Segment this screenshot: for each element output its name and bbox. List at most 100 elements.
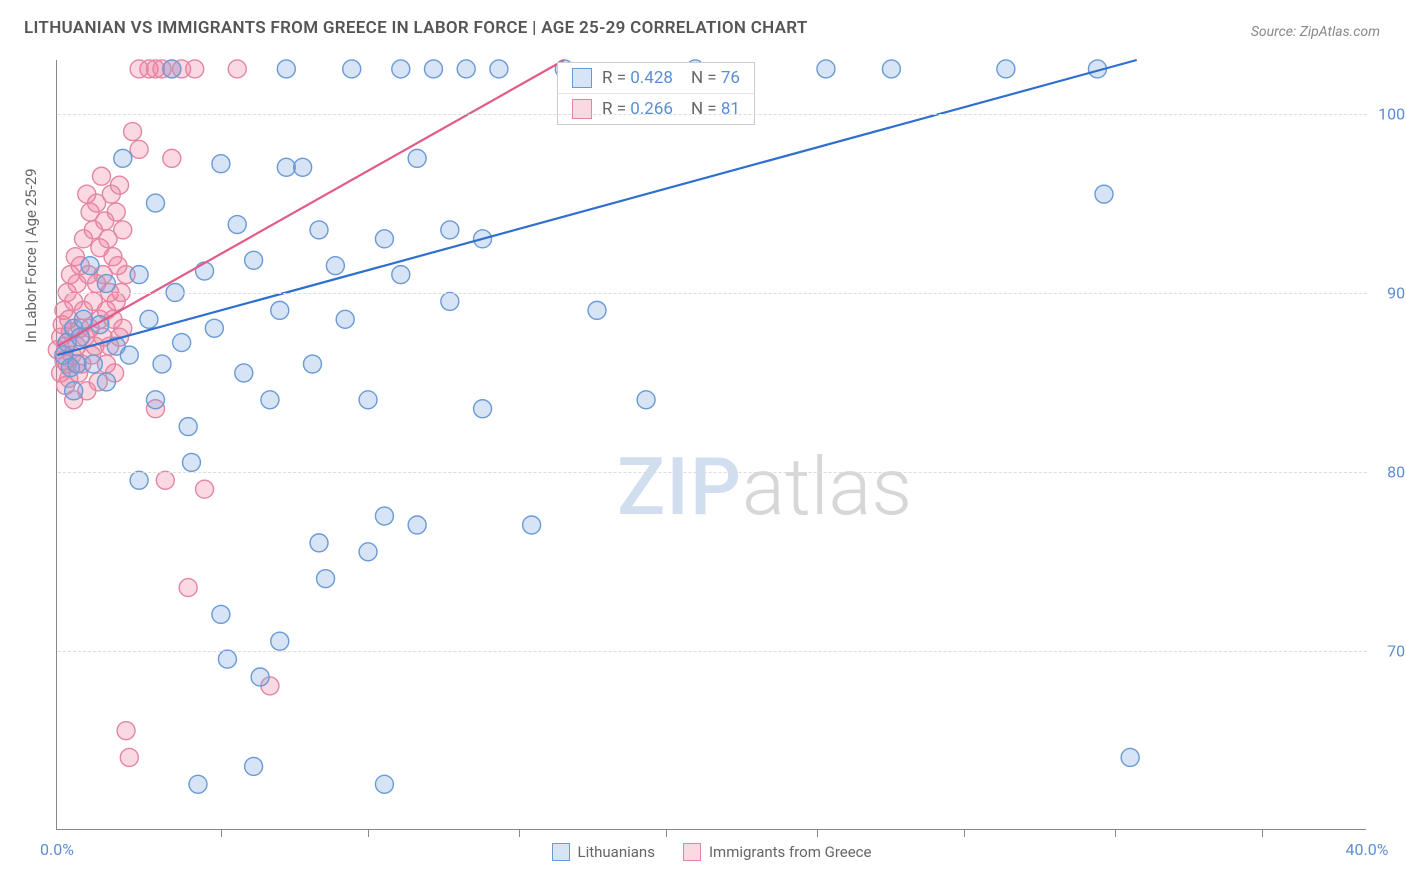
point-series-b	[120, 748, 138, 766]
point-series-a	[343, 60, 361, 78]
point-series-b	[124, 123, 142, 141]
legend-label-b: Immigrants from Greece	[709, 843, 872, 861]
plot-svg	[57, 60, 1366, 829]
point-series-b	[186, 60, 204, 78]
y-tick-label: 70.0%	[1387, 641, 1406, 660]
point-series-b	[130, 140, 148, 158]
point-series-a	[277, 158, 295, 176]
point-series-a	[140, 310, 158, 328]
point-series-b	[111, 176, 129, 194]
point-series-a	[114, 149, 132, 167]
point-series-a	[261, 391, 279, 409]
chart-title: LITHUANIAN VS IMMIGRANTS FROM GREECE IN …	[24, 18, 808, 38]
point-series-a	[375, 775, 393, 793]
point-series-a	[182, 453, 200, 471]
point-series-a	[196, 262, 214, 280]
point-series-a	[441, 292, 459, 310]
legend-swatch-b	[683, 843, 701, 861]
point-series-a	[310, 534, 328, 552]
point-series-a	[310, 221, 328, 239]
point-series-a	[408, 149, 426, 167]
point-series-a	[424, 60, 442, 78]
point-series-a	[490, 60, 508, 78]
point-series-a	[189, 775, 207, 793]
point-series-a	[817, 60, 835, 78]
point-series-a	[359, 543, 377, 561]
point-series-a	[130, 266, 148, 284]
point-series-a	[637, 391, 655, 409]
point-series-a	[277, 60, 295, 78]
point-series-a	[245, 251, 263, 269]
point-series-a	[65, 382, 83, 400]
point-series-b	[107, 203, 125, 221]
point-series-a	[97, 275, 115, 293]
point-series-a	[235, 364, 253, 382]
point-series-a	[359, 391, 377, 409]
legend-swatch-a	[552, 843, 570, 861]
point-series-a	[271, 301, 289, 319]
point-series-a	[1121, 748, 1139, 766]
point-series-a	[997, 60, 1015, 78]
point-series-a	[326, 257, 344, 275]
point-series-a	[228, 216, 246, 234]
point-series-a	[303, 355, 321, 373]
point-series-b	[228, 60, 246, 78]
correlation-chart: LITHUANIAN VS IMMIGRANTS FROM GREECE IN …	[0, 0, 1406, 892]
point-series-a	[336, 310, 354, 328]
gridline-h	[58, 293, 1367, 294]
x-tick-mark	[964, 829, 965, 837]
stats-swatch-a	[572, 68, 592, 88]
gridline-h	[58, 651, 1367, 652]
point-series-a	[1095, 185, 1113, 203]
point-series-a	[84, 355, 102, 373]
y-tick-label: 80.0%	[1387, 462, 1406, 481]
point-series-a	[375, 507, 393, 525]
point-series-b	[114, 221, 132, 239]
x-tick-label: 0.0%	[40, 840, 74, 859]
point-series-b	[156, 471, 174, 489]
stats-box: R = 0.428 N = 76 R = 0.266 N = 81	[557, 62, 755, 125]
point-series-b	[117, 722, 135, 740]
point-series-b	[196, 480, 214, 498]
point-series-a	[392, 60, 410, 78]
y-axis-title: In Labor Force | Age 25-29	[22, 168, 40, 342]
stats-row-b: R = 0.266 N = 81	[558, 93, 754, 124]
point-series-a	[163, 60, 181, 78]
point-series-a	[81, 257, 99, 275]
point-series-a	[245, 757, 263, 775]
point-series-b	[179, 579, 197, 597]
point-series-a	[317, 570, 335, 588]
point-series-a	[474, 400, 492, 418]
source-attribution: Source: ZipAtlas.com	[1251, 24, 1380, 40]
point-series-a	[153, 355, 171, 373]
point-series-a	[212, 155, 230, 173]
x-tick-mark	[1262, 829, 1263, 837]
x-tick-mark	[519, 829, 520, 837]
x-tick-mark	[666, 829, 667, 837]
point-series-a	[588, 301, 606, 319]
point-series-a	[457, 60, 475, 78]
gridline-h	[58, 472, 1367, 473]
x-tick-mark	[1115, 829, 1116, 837]
point-series-b	[163, 149, 181, 167]
point-series-a	[271, 632, 289, 650]
x-tick-mark	[221, 829, 222, 837]
x-tick-label: 40.0%	[1346, 840, 1389, 859]
legend-item-a: Lithuanians	[552, 843, 655, 861]
stats-row-a: R = 0.428 N = 76	[558, 63, 754, 93]
legend-label-a: Lithuanians	[578, 843, 655, 861]
stats-swatch-b	[572, 99, 592, 119]
point-series-a	[392, 266, 410, 284]
point-series-a	[218, 650, 236, 668]
point-series-a	[146, 391, 164, 409]
point-series-a	[97, 373, 115, 391]
point-series-a	[375, 230, 393, 248]
point-series-a	[294, 158, 312, 176]
point-series-a	[75, 310, 93, 328]
plot-area: ZIPatlas R = 0.428 N = 76 R = 0.266 N = …	[56, 60, 1366, 830]
gridline-h	[58, 114, 1367, 115]
point-series-a	[146, 194, 164, 212]
point-series-a	[173, 334, 191, 352]
point-series-a	[212, 605, 230, 623]
point-series-b	[93, 167, 111, 185]
